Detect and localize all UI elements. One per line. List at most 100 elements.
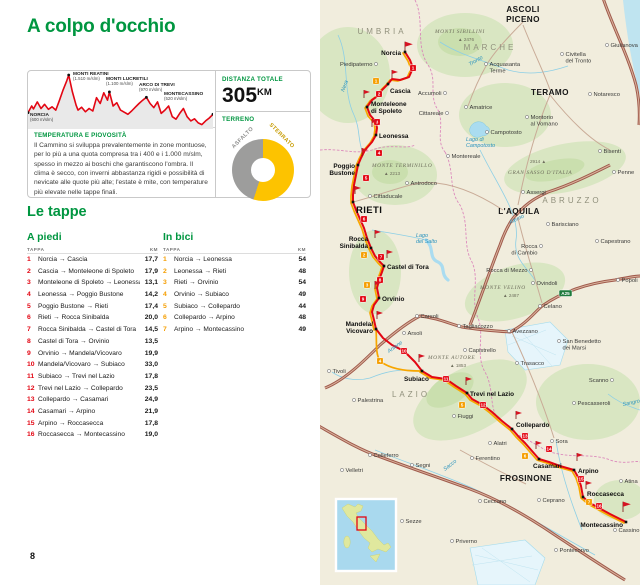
town-marker — [415, 314, 419, 318]
stage-town-marker — [537, 457, 541, 461]
town-label: Alatri — [494, 441, 507, 447]
table-row: 2 Leonessa → Rieti 48 — [163, 268, 306, 280]
rivers — [331, 34, 640, 556]
town-marker — [612, 170, 616, 174]
water-label: Campotosto — [466, 143, 495, 149]
stage-town-label: RIETI — [356, 205, 382, 216]
water-label: Lago di — [466, 137, 484, 143]
major-city-label: L'AQUILA — [498, 207, 540, 216]
stage-number: 12 — [27, 384, 35, 392]
elevation-peak-dot — [211, 112, 213, 116]
stage-number: 16 — [27, 431, 35, 439]
town-marker — [340, 468, 344, 472]
route-area-marker — [356, 516, 367, 531]
stage-town-label: di Spoleto — [371, 108, 402, 115]
town-label: Capestrano — [601, 239, 631, 245]
town-label: Capistrello — [469, 348, 496, 354]
town-label: dei Marsi — [563, 345, 587, 351]
table-row: 5 Poggio Bustone → Rieti 17,4 — [27, 303, 158, 315]
town-label: Rocca — [521, 244, 538, 250]
stage-number: 6 — [27, 314, 31, 322]
table-row: 5 Subiaco → Collepardo 44 — [163, 303, 306, 315]
table-row: 1 Norcia → Cascia 17,7 — [27, 256, 158, 268]
town-marker — [537, 498, 541, 502]
stage-town-marker — [374, 133, 378, 137]
stage-km: 13,1 — [144, 279, 158, 287]
region-label: ABRUZZO — [542, 196, 601, 205]
town-label: Terme — [490, 68, 506, 74]
flag-icon — [466, 377, 472, 381]
stage-town-label: Montecassino — [580, 522, 623, 529]
svg-text:1: 1 — [412, 66, 415, 71]
town-marker — [484, 62, 488, 66]
town-marker — [538, 304, 542, 308]
table-row: 11 Subiaco → Trevi nel Lazio 17,8 — [27, 373, 158, 385]
stats-panel: DISTANZA TOTALE 305KM TERRENO ASFALTO ST… — [216, 71, 310, 201]
stage-route: Trevi nel Lazio → Collepardo — [38, 384, 123, 392]
flag-icon — [392, 70, 398, 74]
town-label: Celano — [544, 304, 562, 310]
mountain-label: MONTE AUTORE — [427, 355, 475, 361]
town-label: Ovindoli — [537, 281, 558, 287]
cycling-stages-table: In bici TAPPA KM 1 Norcia → Leonessa 54 2 Le… — [163, 231, 306, 338]
stage-town-label: Mandela/ — [346, 321, 374, 328]
town-marker — [560, 52, 564, 56]
cycling-table-header: TAPPA KM — [163, 247, 306, 254]
stage-badge: 9 — [359, 295, 367, 303]
lakes — [424, 121, 490, 282]
town-marker — [463, 348, 467, 352]
stage-route: Leonessa → Poggio Bustone — [38, 291, 124, 299]
distance-unit: KM — [257, 87, 272, 98]
town-label: Tivoli — [333, 369, 346, 375]
major-city-label: TERAMO — [531, 88, 569, 97]
town-marker — [525, 115, 529, 119]
town-marker — [616, 278, 620, 282]
stage-town: Leonessa — [371, 119, 409, 140]
town-label: Cassino — [619, 528, 640, 534]
stage-badge: 11 — [442, 375, 450, 383]
stage-route: Roccasecca → Montecassino — [38, 431, 125, 439]
stage-number: 15 — [27, 419, 35, 427]
stage-town: Montecassino — [580, 501, 631, 529]
town-marker — [531, 281, 535, 285]
table-row: 4 Leonessa → Poggio Bustone 14,2 — [27, 291, 158, 303]
elevation-peak-dot — [28, 111, 30, 115]
town-marker — [352, 398, 356, 402]
col-tappa: TAPPA — [27, 247, 45, 252]
town-label: del Tronto — [566, 58, 592, 64]
region-label: UMBRIA — [357, 27, 406, 36]
table-row: 3 Rieti → Orvinio 54 — [163, 279, 306, 291]
stage-town-label: Bustone — [329, 170, 355, 177]
elevation-marker: ▲ 1853 — [450, 363, 466, 368]
major-city-label: PICENO — [506, 15, 540, 24]
town-label: Atina — [625, 479, 639, 485]
climate-box: TEMPERATURA E PIOVOSITÀ Il Cammino si sv… — [28, 126, 215, 197]
town-marker — [450, 539, 454, 543]
major-city-label: FROSINONE — [500, 474, 552, 483]
table-row: 1 Norcia → Leonessa 54 — [163, 256, 306, 268]
town-label: Montereale — [452, 154, 481, 160]
cycling-table-title: In bici — [163, 231, 194, 243]
town-marker — [588, 92, 592, 96]
stage-town: Cascia — [386, 70, 411, 95]
town-label: Ferentino — [476, 456, 501, 462]
stage-town-label: Collepardo — [516, 422, 549, 429]
stage-number: 4 — [27, 291, 31, 299]
table-row: 6 Collepardo → Arpino 48 — [163, 314, 306, 326]
town-marker — [595, 239, 599, 243]
town-label: Colleferro — [374, 453, 399, 459]
flag-icon — [387, 250, 393, 254]
town-label: Rocca di Mezzo — [486, 268, 527, 274]
adriatic-sea — [623, 0, 640, 95]
elevation-peak-dot — [145, 95, 148, 99]
svg-text:13: 13 — [522, 434, 528, 439]
stage-town-label: Rocca — [349, 236, 369, 243]
stage-town-marker — [581, 495, 585, 499]
stage-km: 19,0 — [144, 431, 158, 439]
towns-layer: Piedipaterno Accumoli Cittareale Amatrice Ac… — [327, 43, 640, 554]
town-marker — [327, 369, 331, 373]
stage-town: Orvinio — [374, 281, 404, 303]
stage-town: Arpino — [572, 453, 599, 475]
climate-body: Il Cammino si sviluppa prevalentemente i… — [34, 141, 208, 196]
